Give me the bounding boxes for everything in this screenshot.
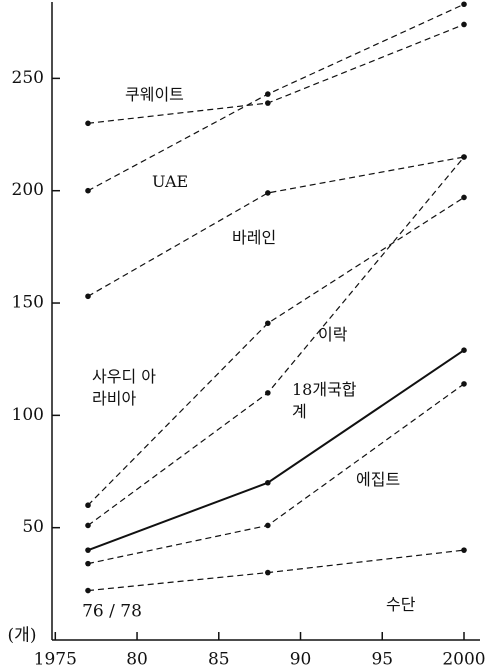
- point: [85, 547, 91, 553]
- point: [265, 522, 271, 529]
- series-label: 이락: [318, 325, 348, 344]
- point: [461, 194, 467, 201]
- y-tick-label: 100: [12, 405, 44, 425]
- point: [85, 522, 91, 529]
- series-label: 18개국합계: [292, 380, 357, 421]
- series-label: 바레인: [232, 228, 277, 247]
- x-tick-label: 90: [290, 650, 312, 670]
- point: [461, 347, 467, 354]
- point: [265, 100, 271, 106]
- y-tick-label: 150: [12, 293, 44, 313]
- point: [85, 293, 91, 300]
- x-tick-label: 1975: [34, 650, 77, 670]
- series-label: 수단: [386, 595, 416, 614]
- point: [461, 381, 467, 387]
- annotation: 76 / 78: [82, 602, 142, 622]
- series-label: 에집트: [356, 470, 401, 489]
- x-tick-label: 85: [208, 650, 230, 670]
- series-label: 쿠웨이트: [125, 85, 184, 104]
- series-line: [87, 156, 465, 297]
- point: [265, 569, 271, 576]
- x-tick-label: 2000: [442, 650, 485, 670]
- series-label: 사우디 아라비아: [92, 367, 156, 408]
- point: [461, 547, 467, 553]
- series-line: [87, 23, 465, 124]
- x-tick-label: 80: [126, 650, 148, 670]
- point: [85, 187, 91, 194]
- point: [85, 502, 91, 509]
- x-tick-label: 95: [371, 650, 393, 670]
- point: [265, 91, 271, 97]
- y-tick-label: 200: [12, 180, 44, 200]
- y-tick-label: 250: [12, 68, 44, 88]
- y-unit: (개): [8, 626, 37, 646]
- series-label: UAE: [152, 172, 189, 191]
- point: [85, 120, 91, 127]
- point: [461, 154, 467, 160]
- point: [85, 587, 91, 594]
- point: [265, 320, 271, 327]
- point: [85, 560, 91, 567]
- point: [265, 190, 271, 196]
- point: [461, 21, 467, 28]
- point: [461, 1, 467, 8]
- point: [265, 390, 271, 396]
- y-tick-label: 50: [22, 517, 44, 537]
- point: [265, 479, 271, 486]
- series-line: [87, 549, 465, 592]
